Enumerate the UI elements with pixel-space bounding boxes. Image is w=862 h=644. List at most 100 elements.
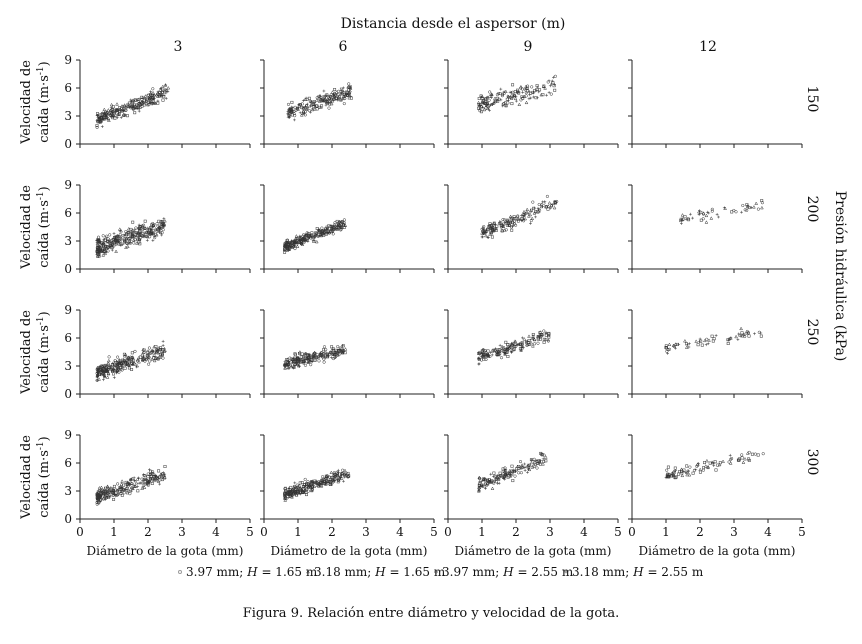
data-point bbox=[499, 356, 504, 360]
data-point bbox=[102, 107, 107, 111]
data-point bbox=[741, 332, 746, 336]
data-point bbox=[310, 360, 314, 364]
data-point bbox=[479, 104, 484, 108]
data-point bbox=[539, 451, 543, 455]
data-point bbox=[309, 482, 313, 486]
data-point bbox=[680, 222, 683, 225]
data-point bbox=[132, 359, 136, 363]
data-point bbox=[298, 491, 302, 495]
data-point bbox=[112, 484, 116, 488]
data-point bbox=[482, 229, 486, 233]
data-point bbox=[149, 469, 153, 473]
data-point bbox=[501, 467, 505, 471]
legend-marker-plus bbox=[564, 570, 568, 574]
data-point bbox=[502, 345, 506, 350]
data-point bbox=[138, 235, 142, 238]
data-point bbox=[507, 471, 512, 475]
data-point bbox=[490, 225, 495, 229]
data-point bbox=[508, 95, 511, 99]
data-point bbox=[131, 106, 135, 110]
data-point bbox=[163, 465, 167, 468]
data-point bbox=[531, 91, 535, 95]
data-point bbox=[538, 333, 542, 337]
data-point bbox=[546, 338, 550, 342]
data-point bbox=[124, 486, 129, 490]
data-point bbox=[130, 351, 134, 355]
data-point bbox=[701, 211, 706, 215]
data-point bbox=[330, 90, 335, 94]
data-point bbox=[307, 236, 311, 240]
data-point bbox=[96, 120, 100, 124]
data-point bbox=[114, 249, 118, 253]
data-point bbox=[316, 229, 320, 233]
data-point bbox=[726, 342, 730, 345]
data-point bbox=[292, 485, 296, 489]
data-point bbox=[687, 472, 692, 477]
data-point bbox=[692, 468, 696, 472]
data-point bbox=[123, 239, 127, 243]
data-point bbox=[718, 461, 722, 465]
data-point bbox=[533, 206, 536, 210]
data-point bbox=[705, 458, 709, 463]
data-point bbox=[158, 475, 162, 479]
data-point bbox=[489, 472, 493, 476]
data-point bbox=[499, 87, 503, 91]
data-point bbox=[680, 217, 685, 222]
data-point bbox=[159, 87, 162, 90]
data-point bbox=[145, 234, 150, 239]
data-point bbox=[510, 228, 514, 232]
data-point bbox=[309, 363, 313, 367]
data-point bbox=[112, 111, 116, 115]
data-point bbox=[687, 218, 691, 222]
data-point bbox=[505, 346, 509, 350]
data-point bbox=[133, 228, 137, 231]
data-point bbox=[130, 361, 134, 365]
data-point bbox=[147, 346, 151, 350]
data-point bbox=[131, 486, 135, 491]
data-point bbox=[322, 357, 326, 361]
data-point bbox=[480, 480, 484, 483]
data-point bbox=[157, 224, 161, 229]
data-point bbox=[119, 236, 123, 240]
data-point bbox=[293, 118, 296, 122]
data-point bbox=[315, 107, 319, 111]
data-point bbox=[309, 104, 313, 108]
data-point bbox=[130, 368, 134, 371]
legend-item-plus: 3.18 mm; H = 2.55 m bbox=[564, 565, 704, 579]
data-point bbox=[295, 487, 300, 492]
data-point bbox=[313, 479, 317, 483]
data-point bbox=[150, 482, 154, 485]
data-point bbox=[546, 204, 551, 208]
data-point bbox=[761, 452, 765, 456]
data-point bbox=[347, 92, 351, 96]
data-point bbox=[536, 210, 540, 214]
data-point bbox=[499, 225, 503, 229]
data-point bbox=[541, 84, 546, 89]
data-point bbox=[500, 94, 504, 98]
data-point bbox=[142, 485, 147, 489]
data-point bbox=[161, 222, 165, 226]
data-point bbox=[519, 213, 523, 217]
data-point bbox=[287, 487, 291, 491]
data-point bbox=[159, 89, 163, 93]
data-point bbox=[158, 482, 161, 486]
data-point bbox=[130, 355, 135, 359]
data-point bbox=[510, 102, 514, 106]
data-point bbox=[161, 219, 165, 223]
data-point bbox=[107, 241, 111, 245]
data-point bbox=[305, 97, 309, 101]
data-point bbox=[511, 225, 514, 228]
panel-r3-c1: 0 1 2 3 4 5 bbox=[260, 434, 438, 539]
data-point bbox=[148, 472, 152, 476]
data-point bbox=[159, 88, 163, 92]
data-point bbox=[703, 461, 706, 465]
data-point bbox=[526, 84, 530, 88]
data-point bbox=[540, 452, 544, 456]
data-point bbox=[117, 360, 121, 364]
data-point bbox=[519, 349, 523, 352]
x-tick-label: 0 bbox=[444, 525, 452, 539]
data-point bbox=[148, 225, 152, 229]
data-point bbox=[288, 108, 292, 112]
data-point bbox=[310, 107, 315, 112]
